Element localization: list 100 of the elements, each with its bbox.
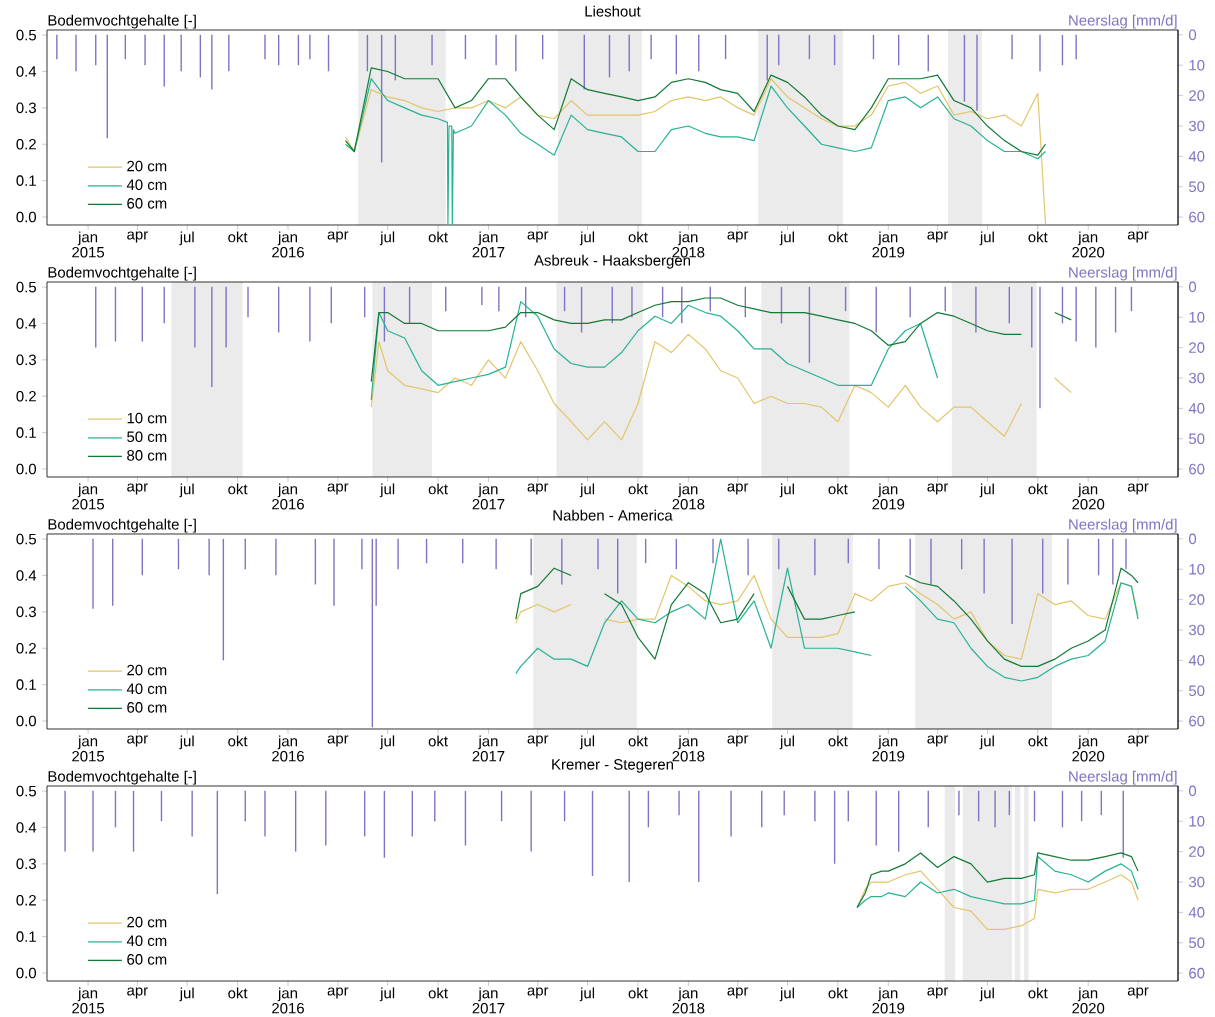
x-tick-label: apr [927,231,949,243]
x-tick-label: okt [1028,735,1048,747]
x-tick-label: okt [428,987,448,999]
y2-tick-label: 0 [1188,533,1197,545]
y-tick-label: 0.0 [16,715,37,727]
x-tick-label: jan 2015 [72,987,105,1014]
x-tick-label: jul [779,231,794,246]
y2-tick-label: 60 [1189,715,1205,727]
legend-label: 20 cm [127,664,167,676]
y-tick-label: 0.4 [16,66,37,77]
y-tick-label: 0.1 [16,175,36,186]
x-tick-label: jul [579,231,595,246]
y2-axis-title: Neerslag [mm/d] [1069,518,1177,533]
y2-axis-title: Neerslag [mm/d] [1069,14,1177,29]
y2-tick-label: 50 [1188,937,1205,949]
y-tick-label: 0.3 [16,858,36,870]
x-tick-label: okt [828,735,848,747]
x-tick-label: jan 2017 [472,987,505,1014]
y2-axis-title: Neerslag [mm/d] [1069,266,1177,281]
legend-label: 80 cm [127,450,167,461]
y-tick-label: 0.4 [16,570,37,581]
y2-tick-label: 10 [1189,563,1205,575]
x-tick-label: jul [379,483,395,498]
x-tick-label: okt [828,483,848,495]
y2-tick-label: 60 [1189,211,1205,223]
y2-tick-label: 0 [1188,29,1197,41]
x-tick-label: jul [379,735,395,750]
y-tick-label: 0.0 [16,967,37,979]
x-tick-label: jul [979,735,994,750]
y-tick-label: 0.0 [16,211,37,223]
x-tick-label: apr [727,735,749,747]
x-tick-label: okt [228,735,248,747]
y-axis-title: Bodemvochtgehalte [-] [48,518,196,533]
chart-title: Kremer - Stegeren [552,759,673,773]
x-tick-label: jul [579,735,595,750]
y-tick-label: 0.2 [16,390,36,402]
x-tick-label: jan 2020 [1072,483,1105,510]
y2-tick-label: 40 [1188,403,1205,414]
x-tick-label: jul [579,987,595,1002]
y2-tick-label: 30 [1188,120,1205,132]
x-tick-label: apr [127,735,148,747]
x-tick-label: jan 2016 [272,735,304,762]
y-tick-label: 0.1 [16,931,36,942]
y2-tick-label: 0 [1188,785,1197,797]
y2-tick-label: 10 [1189,311,1205,323]
y-tick-label: 0.3 [16,102,36,114]
x-tick-label: apr [1127,483,1149,495]
y-tick-label: 0.2 [16,138,36,150]
y-tick-label: 0.5 [16,29,36,41]
y2-tick-label: 30 [1188,624,1205,636]
x-tick-label: jan 2015 [72,231,105,258]
x-tick-label: apr [327,483,349,495]
x-tick-label: okt [1028,483,1048,495]
x-tick-label: apr [127,483,148,495]
x-tick-label: jan 2018 [672,735,705,762]
x-tick-label: apr [1127,231,1149,243]
x-tick-label: okt [428,231,448,243]
x-tick-label: jan 2019 [872,987,905,1014]
x-tick-label: apr [127,231,148,243]
legend-label: 40 cm [126,179,167,191]
x-tick-label: jan 2019 [872,483,905,510]
legend-label: 60 cm [127,954,167,965]
x-tick-label: jul [179,735,194,750]
y-tick-label: 0.2 [16,894,36,906]
x-tick-label: apr [327,231,349,243]
y2-tick-label: 30 [1188,372,1205,384]
y2-tick-label: 30 [1188,876,1205,888]
chart-title: Lieshout [585,5,641,17]
x-tick-label: jan 2019 [872,735,905,762]
x-tick-label: apr [127,987,148,999]
x-tick-label: jul [779,735,794,750]
x-tick-label: okt [1028,987,1048,999]
x-tick-label: apr [927,483,949,495]
legend-label: 40 cm [126,935,167,947]
x-tick-label: apr [927,987,949,999]
x-tick-label: jan 2015 [72,483,105,510]
y2-tick-label: 20 [1189,594,1205,605]
x-tick-label: okt [628,483,648,495]
y2-axis-title: Neerslag [mm/d] [1069,770,1177,785]
x-tick-label: apr [1127,735,1149,747]
x-tick-label: okt [628,987,648,999]
legend-label: 20 cm [127,160,167,172]
x-tick-label: jan 2017 [472,231,505,258]
legend-label: 50 cm [127,431,167,443]
x-tick-label: okt [628,735,648,747]
x-tick-label: apr [1127,987,1149,999]
x-tick-label: apr [327,987,349,999]
x-tick-label: jan 2020 [1072,735,1105,762]
y2-tick-label: 60 [1189,967,1205,979]
y-axis-title: Bodemvochtgehalte [-] [48,770,196,785]
x-tick-label: okt [828,987,848,999]
x-tick-label: jul [379,987,395,1002]
x-tick-label: apr [527,735,549,747]
x-tick-label: jan 2018 [672,987,705,1014]
x-tick-label: apr [727,231,749,243]
x-tick-label: jul [179,231,194,246]
x-tick-label: jul [779,483,794,498]
x-tick-label: okt [228,987,248,999]
y2-tick-label: 20 [1189,342,1205,353]
x-tick-label: apr [727,483,749,495]
